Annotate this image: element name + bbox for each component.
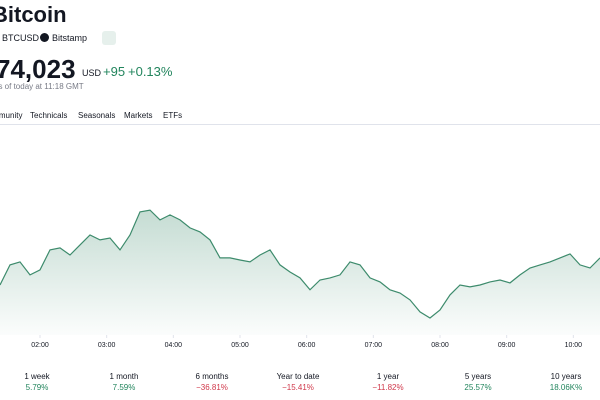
x-tick-label: 07:00 (365, 342, 383, 349)
period-label: 1 year (376, 372, 400, 381)
price: 74,023 (0, 54, 76, 84)
tab[interactable]: Community (0, 111, 23, 120)
period-label: 10 years (550, 372, 582, 381)
x-tick-label: 08:00 (431, 342, 449, 349)
period-label: 6 months (195, 372, 229, 381)
period-value: −11.82% (372, 383, 404, 392)
period-label: 5 years (464, 372, 492, 381)
period-value: 5.79% (25, 383, 49, 392)
period-value: 25.57% (464, 383, 492, 392)
x-tick-label: 10:00 (565, 342, 583, 349)
exchange-icon (40, 33, 49, 42)
period-value: 18.06K% (549, 383, 583, 392)
x-tick-label: 04:00 (165, 342, 183, 349)
chart: 02:00 03:00 04:00 05:00 06:00 07:00 08:00 09:00… (0, 209, 600, 349)
period-value: −36.81% (196, 383, 228, 392)
change: +95 (103, 64, 126, 79)
tab[interactable]: Markets (124, 111, 153, 120)
x-tick-label: 06:00 (298, 342, 316, 349)
x-tick-label: 09:00 (498, 342, 516, 349)
timestamp: as of today at 11:18 GMT (0, 82, 84, 91)
exchange[interactable]: Bitstamp (52, 33, 88, 43)
button[interactable] (102, 31, 116, 45)
change-percent: +0.13% (128, 64, 173, 79)
period-label: 1 week (24, 372, 50, 381)
area (0, 210, 600, 335)
currency: USD (82, 68, 102, 78)
period-label: Year to date (276, 372, 320, 381)
tab[interactable]: Technicals (30, 111, 68, 120)
symbol[interactable]: BTCUSD (2, 33, 40, 43)
period-value: −15.41% (282, 383, 314, 392)
x-tick-label: 02:00 (31, 342, 49, 349)
period-value: 7.59% (112, 383, 136, 392)
tab[interactable]: Seasonals (78, 111, 116, 120)
x-tick-label: 03:00 (98, 342, 116, 349)
period-label: 1 month (109, 372, 139, 381)
tab[interactable]: ETFs (163, 111, 183, 120)
title: Bitcoin (0, 2, 67, 27)
price-line (0, 209, 600, 319)
x-tick-label: 05:00 (231, 342, 249, 349)
divider (0, 124, 600, 125)
